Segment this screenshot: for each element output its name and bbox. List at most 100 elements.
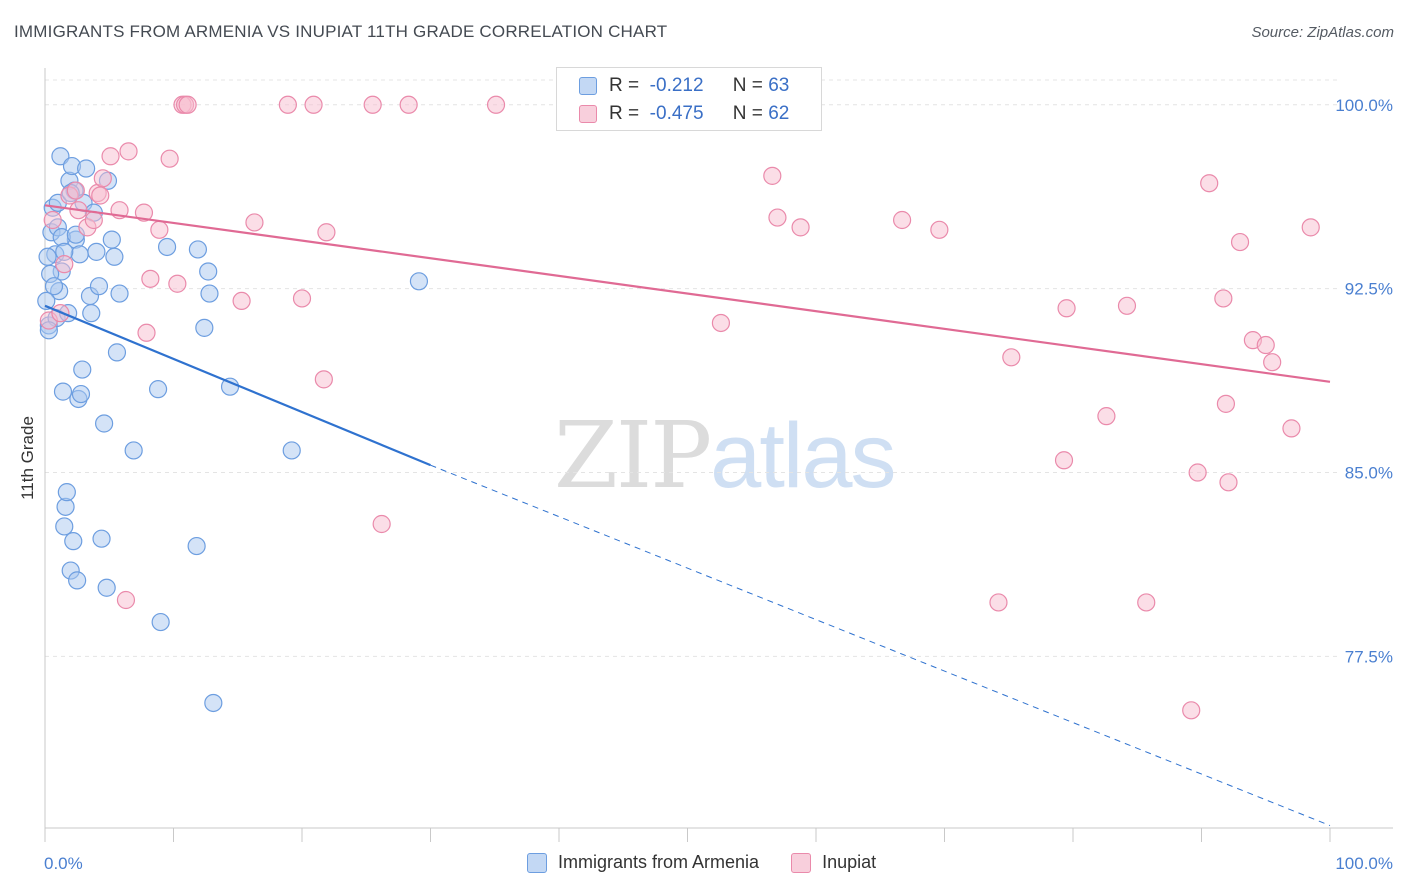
- armenia-legend-swatch: [527, 852, 547, 873]
- inupiat-point: [1057, 299, 1076, 318]
- inupiat-point: [232, 291, 251, 311]
- armenia-point: [195, 318, 214, 337]
- source-label: Source: ZipAtlas.com: [1251, 24, 1394, 41]
- n-value: 62: [768, 103, 790, 124]
- inupiat-legend-swatch: [791, 852, 812, 873]
- inupiat-point: [304, 95, 323, 114]
- armenia-point: [157, 237, 177, 257]
- armenia-point: [97, 578, 116, 597]
- y-tick-label: 77.5%: [1345, 647, 1393, 666]
- armenia-point: [148, 380, 168, 399]
- inupiat-point: [43, 210, 62, 230]
- armenia-point: [55, 517, 74, 536]
- armenia-trend-extension: [430, 464, 1331, 827]
- inupiat-point: [1117, 296, 1137, 315]
- watermark: ZIPatlas: [554, 402, 897, 509]
- inupiat-point: [278, 95, 297, 114]
- legend-row-inupiat: R = -0.475 N = 62: [579, 101, 789, 127]
- y-axis-label: 11th Grade: [18, 416, 37, 500]
- inupiat-trend-line: [44, 204, 1331, 383]
- inupiat-point: [930, 220, 949, 239]
- n-label: N =: [732, 75, 763, 96]
- armenia-point: [102, 230, 121, 249]
- armenia-point: [89, 277, 109, 296]
- inupiat-point: [486, 95, 506, 114]
- inupiat-point: [116, 590, 136, 610]
- armenia-point: [200, 284, 219, 303]
- inupiat-point: [1002, 348, 1021, 367]
- r-value: -0.475: [649, 103, 704, 124]
- inupiat-point: [1097, 407, 1116, 426]
- r-label: R =: [609, 75, 640, 96]
- inupiat-point: [168, 274, 187, 293]
- armenia-point: [53, 382, 73, 401]
- inupiat-point: [1219, 473, 1238, 492]
- armenia-point: [105, 247, 124, 266]
- legend-label-armenia: Immigrants from Armenia: [558, 852, 760, 872]
- inupiat-point: [1230, 232, 1250, 252]
- inupiat-point: [1256, 335, 1275, 355]
- inupiat-point: [892, 210, 912, 230]
- r-label: R =: [609, 103, 640, 124]
- armenia-point: [70, 245, 89, 264]
- x-tick-label: 0.0%: [44, 854, 83, 873]
- inupiat-point: [91, 186, 110, 205]
- inupiat-point: [1054, 451, 1074, 470]
- armenia-point: [188, 240, 208, 259]
- inupiat-point: [84, 210, 103, 230]
- chart-title: IMMIGRANTS FROM ARMENIA VS INUPIAT 11TH …: [14, 22, 668, 41]
- y-tick-label: 100.0%: [1335, 96, 1393, 115]
- inupiat-point: [55, 255, 74, 274]
- armenia-point: [87, 242, 106, 261]
- armenia-point: [107, 343, 127, 362]
- armenia-point: [57, 483, 76, 502]
- inupiat-swatch: [579, 105, 597, 123]
- inupiat-point: [1216, 394, 1236, 413]
- armenia-point: [38, 247, 57, 266]
- watermark-zip: ZIP: [554, 402, 712, 509]
- inupiat-point: [1214, 289, 1233, 308]
- inupiat-point: [1282, 419, 1301, 438]
- inupiat-point: [791, 218, 810, 237]
- inupiat-point: [137, 323, 156, 342]
- inupiat-point: [160, 149, 179, 168]
- y-tick-label: 92.5%: [1345, 280, 1393, 299]
- armenia-point: [44, 277, 64, 296]
- inupiat-point: [1301, 218, 1320, 237]
- armenia-point: [77, 159, 96, 178]
- inupiat-point: [317, 223, 336, 242]
- inupiat-point: [1263, 353, 1282, 372]
- inupiat-point: [178, 95, 197, 114]
- inupiat-point: [93, 169, 112, 188]
- inupiat-point: [66, 181, 85, 200]
- armenia-point: [187, 536, 206, 556]
- armenia-point: [282, 441, 301, 460]
- armenia-point: [151, 612, 170, 632]
- x-tick-label: 100.0%: [1335, 854, 1393, 873]
- inupiat-point: [372, 514, 391, 534]
- armenia-point: [199, 262, 218, 281]
- armenia-point: [124, 441, 143, 460]
- legend-label-inupiat: Inupiat: [822, 852, 877, 872]
- inupiat-point: [314, 370, 333, 389]
- armenia-point: [64, 532, 83, 551]
- inupiat-point: [1188, 463, 1207, 482]
- inupiat-point: [101, 147, 120, 166]
- series-legend: Immigrants from Armenia Inupiat: [527, 852, 908, 873]
- armenia-point: [37, 291, 56, 311]
- inupiat-point: [292, 289, 312, 308]
- armenia-point: [409, 272, 429, 291]
- n-value: 63: [768, 75, 790, 96]
- y-tick-label: 85.0%: [1345, 464, 1393, 483]
- armenia-point: [92, 529, 111, 548]
- armenia-point: [110, 284, 129, 303]
- armenia-point: [68, 571, 87, 590]
- inupiat-point: [134, 203, 154, 222]
- inupiat-point: [1182, 701, 1201, 720]
- watermark-atlas: atlas: [710, 405, 896, 507]
- legend-row-armenia: R = -0.212 N = 63: [579, 73, 789, 99]
- inupiat-point: [763, 166, 782, 185]
- armenia-point: [82, 304, 101, 323]
- n-label: N =: [732, 103, 763, 124]
